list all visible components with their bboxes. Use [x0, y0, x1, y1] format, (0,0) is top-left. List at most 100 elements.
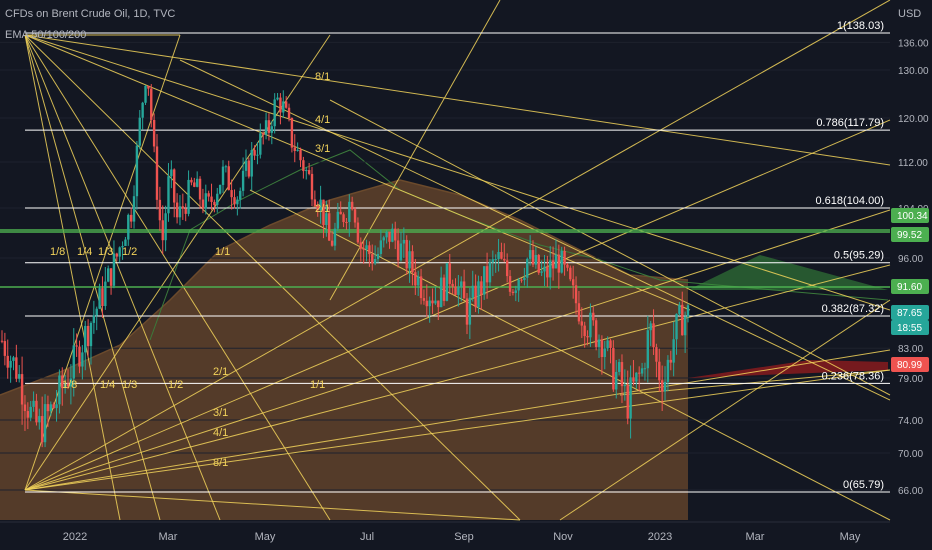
candle-body [612, 347, 615, 390]
candle-body [86, 325, 90, 347]
fan-line [24, 489, 521, 521]
candle-body [15, 357, 18, 379]
candle-body [586, 336, 589, 338]
candle-body [382, 237, 385, 241]
candle-body [646, 330, 650, 369]
fan-labels: 8/1 4/1 3/1 2/1 1/1 1/8 1/4 1/3 1/2 1/8 1/4 1/3 1/2 1… [50, 71, 330, 469]
fan-line [24, 369, 891, 491]
x-tick-label: May [840, 531, 861, 543]
candle-body [626, 384, 629, 419]
y-tick-label: 70.00 [898, 449, 923, 460]
candle-body [307, 170, 311, 174]
price-tag-label: 87.65 [897, 308, 922, 319]
price-tag-box [891, 208, 929, 223]
candle-body [617, 362, 621, 372]
candle-body [678, 304, 681, 314]
candle-body [557, 254, 561, 273]
price-tag-label: 100.34 [897, 211, 928, 222]
candle-body [72, 345, 75, 379]
candle-body [167, 176, 170, 214]
x-tick-label: Mar [159, 531, 178, 543]
candle-body [339, 211, 342, 215]
fan-line [24, 34, 691, 311]
candle-body [350, 201, 354, 210]
symbol-title[interactable]: CFDs on Brent Crude Oil, 1D, TVC [5, 8, 176, 20]
fan-label-lower: 3/1 [213, 407, 228, 419]
candle-body [158, 199, 162, 221]
candle-body [511, 291, 515, 293]
candle-body [686, 305, 690, 317]
candle-body [434, 300, 437, 304]
fan-label-lower: 8/1 [213, 457, 228, 469]
candle-body [437, 300, 440, 308]
candle-body [439, 277, 443, 308]
candle-body [362, 248, 365, 250]
fan-line [329, 0, 501, 301]
fan-label-upper: 1/2 [122, 246, 137, 258]
candle-body [129, 214, 133, 222]
candle-body [224, 166, 228, 168]
candle-body [348, 201, 351, 223]
candle-body [580, 321, 583, 326]
candle-body [428, 300, 431, 307]
candle-body [508, 276, 512, 292]
candle-body [483, 266, 486, 295]
fan-line [24, 34, 161, 521]
candle-body [127, 214, 130, 240]
fib-label-0.618: 0.618(104.00) [816, 195, 885, 207]
candle-body [282, 101, 285, 113]
fan-label-upper: 2/1 [315, 203, 330, 215]
candle-body [290, 117, 294, 148]
candle-body [141, 102, 144, 118]
candle-body [554, 254, 558, 269]
indicator-label[interactable]: EMA 50/100/200 [5, 29, 87, 41]
candle-body [198, 178, 202, 200]
candle-body [488, 262, 492, 283]
candle-body [81, 352, 84, 367]
candle-body [40, 416, 44, 443]
candle-body [75, 345, 78, 347]
candle-body [669, 359, 672, 363]
candle-body [181, 206, 185, 209]
candle-body [38, 416, 41, 423]
candle-body [98, 288, 101, 309]
price-tag-box [891, 305, 929, 320]
green-zone [688, 255, 888, 290]
candle-body [52, 404, 55, 409]
candle-body [279, 97, 282, 113]
fan-line [24, 209, 891, 491]
candle-body [655, 347, 658, 362]
red-zone [688, 360, 888, 378]
candle-body [635, 372, 638, 382]
ema-area [0, 149, 889, 520]
candle-body [549, 260, 552, 278]
candle-body [528, 250, 532, 259]
fan-line [24, 34, 891, 311]
candle-body [333, 228, 337, 246]
candle-body [534, 254, 538, 265]
candle-body [454, 286, 457, 295]
candle-body [379, 240, 383, 254]
candle-body [583, 325, 586, 337]
fan-label-upper: 1/8 [50, 246, 65, 258]
fan-label-upper: 1/1 [215, 246, 230, 258]
candle-body [414, 272, 417, 286]
candle-body [66, 383, 70, 387]
candle-body [566, 264, 569, 268]
candle-body [247, 160, 251, 177]
candle-body [184, 208, 187, 214]
candle-body [270, 126, 274, 133]
candle-body [218, 184, 222, 194]
time-axis: 2022 Mar May Jul Sep Nov 2023 Mar May [0, 521, 890, 543]
fan-line [24, 264, 891, 491]
candle-body [92, 315, 96, 323]
candle-body [365, 245, 368, 250]
candle-body [503, 258, 506, 261]
fan-label-lower: 1/8 [62, 379, 77, 391]
price-tag-box [891, 320, 929, 335]
candle-body [221, 166, 225, 185]
candle-body [267, 120, 271, 133]
fan-label-lower: 1/3 [122, 379, 137, 391]
candle-body [672, 339, 675, 363]
